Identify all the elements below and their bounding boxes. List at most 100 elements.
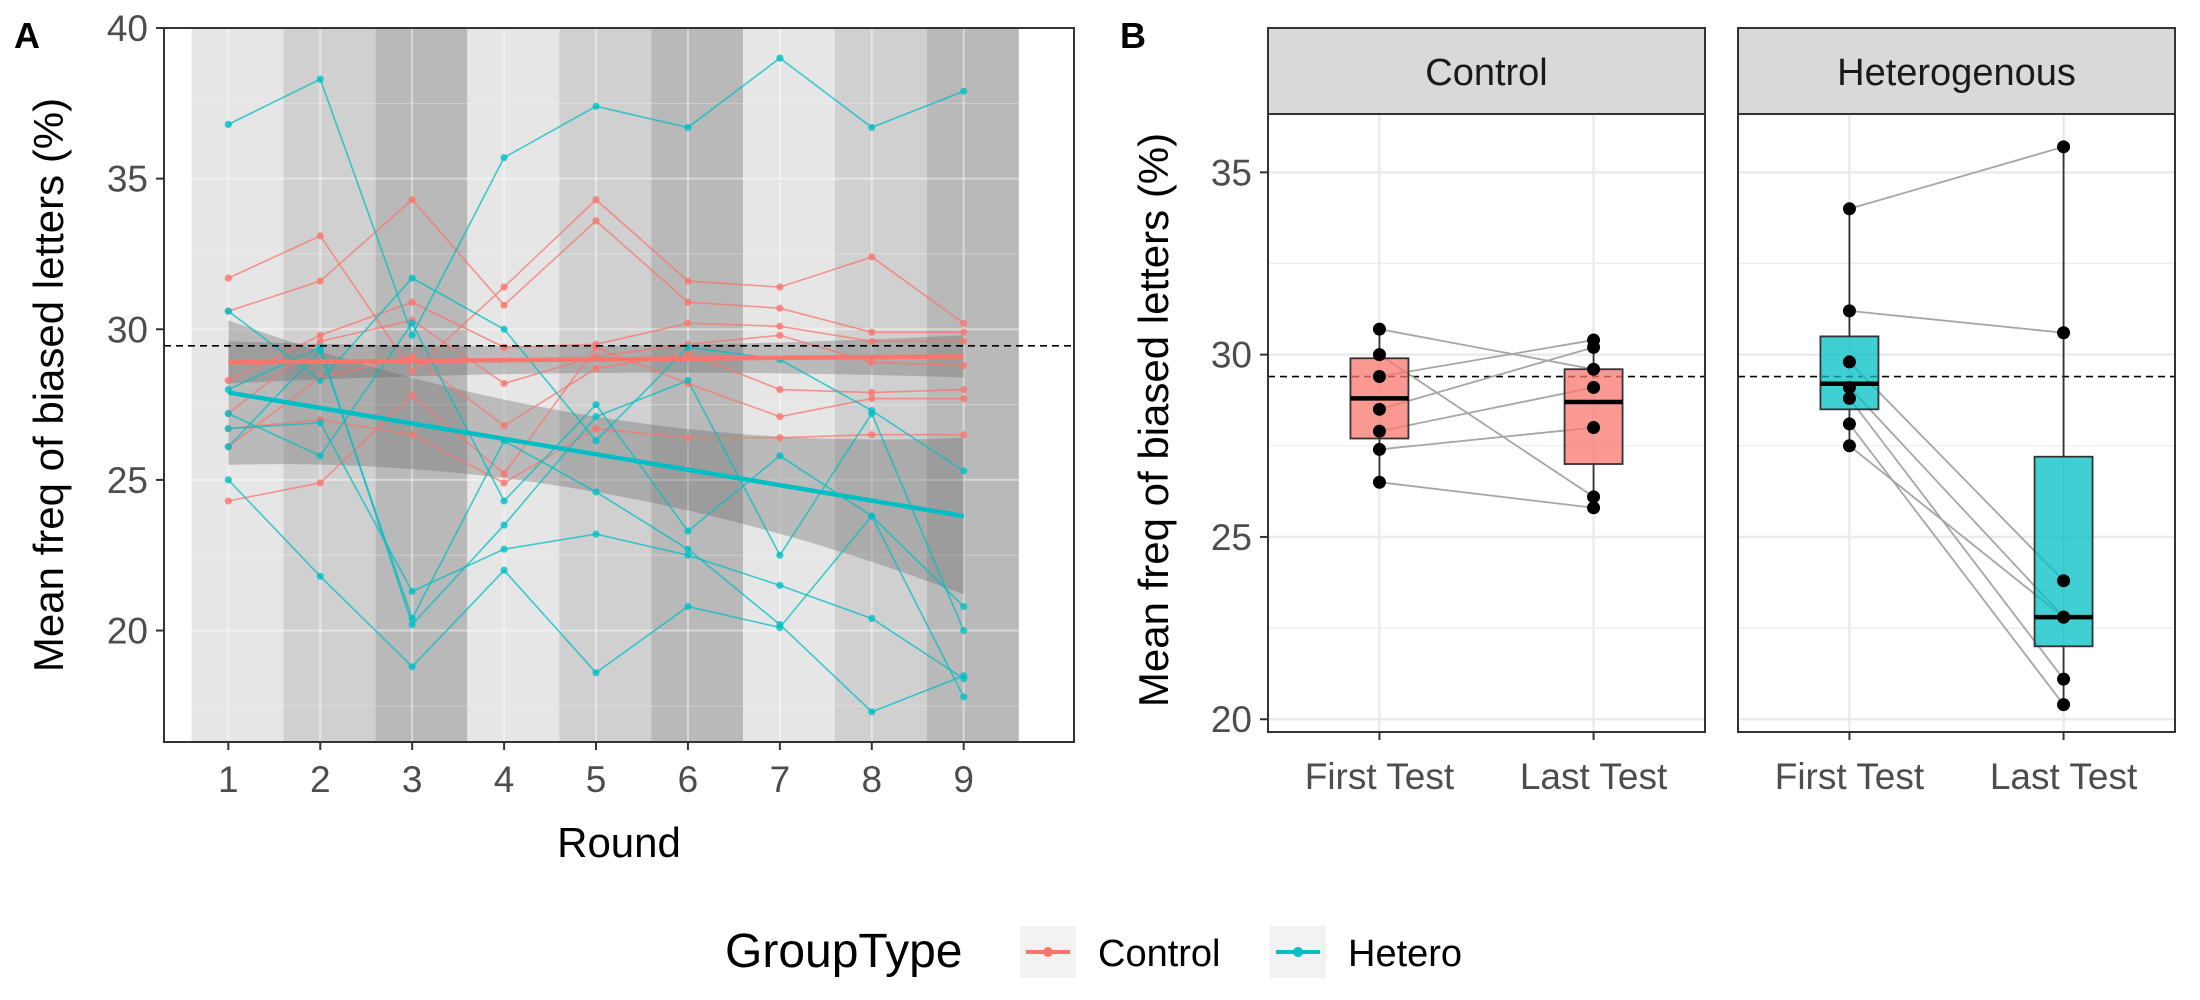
data-point-hetero: [868, 410, 876, 418]
pair-line-2: [1378, 353, 1595, 498]
data-point-hetero: [868, 708, 876, 716]
data-point-control: [500, 470, 508, 478]
data-point-hetero: [500, 325, 508, 333]
facet-control-pair-lines: [1378, 328, 1595, 509]
data-point-hetero: [224, 476, 232, 484]
legend-entry-control: Control: [1020, 926, 1221, 978]
legend-label-control: Control: [1098, 933, 1221, 975]
y-tick-label-25: 25: [107, 460, 148, 501]
panel-a-x-ticks: 1 2 3 4 5 6 7 8 9: [218, 742, 974, 800]
data-point-control: [960, 328, 968, 336]
data-point-hetero: [592, 488, 600, 496]
pair-line-6: [1379, 426, 1594, 451]
data-point-control: [316, 331, 324, 339]
pair-line-7: [1848, 445, 2065, 618]
data-point-control: [960, 431, 968, 439]
data-point-hetero: [592, 400, 600, 409]
panel-b-letter: B: [1120, 15, 1146, 56]
data-point-hetero: [960, 602, 968, 611]
data-point-hetero: [960, 467, 968, 475]
panel-a-letter: A: [14, 15, 40, 56]
pair-line-4: [1379, 346, 1594, 411]
point-first-test: [1842, 304, 1856, 318]
x-tick-label-first-test: First Test: [1775, 756, 1925, 797]
data-point-hetero: [592, 530, 600, 538]
data-point-hetero: [776, 623, 784, 632]
data-point-control: [868, 431, 876, 439]
point-last-test: [1587, 421, 1601, 435]
facet-heterogenous-pair-lines: [1848, 145, 2065, 706]
point-first-test: [1372, 424, 1386, 438]
y-tick-label-30: 30: [1211, 335, 1252, 376]
legend-key-hetero-dot: [1293, 947, 1303, 957]
pair-line-7: [1379, 481, 1594, 509]
point-last-test: [2057, 610, 2071, 624]
data-point-control: [500, 283, 508, 291]
data-point-hetero: [868, 614, 876, 623]
point-last-test: [2057, 672, 2071, 686]
data-point-control: [776, 322, 784, 330]
data-point-hetero: [408, 620, 416, 629]
data-point-control: [776, 434, 784, 442]
panel-b-y-ticks: 20 25 30 35: [1211, 152, 1268, 740]
data-point-control: [316, 337, 324, 345]
data-point-control: [960, 385, 968, 394]
data-point-hetero: [776, 551, 784, 559]
data-point-control: [500, 379, 508, 388]
facet-heterogenous-plot-area: [1738, 114, 2175, 732]
panel-b-y-axis-title: Mean freq of biased letters (%): [1130, 133, 1177, 707]
data-point-control: [500, 343, 508, 351]
data-point-control: [408, 431, 416, 439]
y-tick-label-40: 40: [107, 8, 148, 49]
facet-heterogenous-x-ticks: First Test Last Test: [1775, 732, 2138, 797]
facet-control-strip: [1267, 27, 1706, 115]
data-point-hetero: [684, 343, 692, 351]
data-point-control: [316, 232, 324, 240]
y-tick-label-25: 25: [1211, 517, 1252, 558]
data-point-control: [776, 331, 784, 339]
x-tick-label-8: 8: [861, 759, 882, 800]
data-point-control: [592, 196, 600, 204]
data-point-control: [316, 277, 324, 285]
point-first-test: [1372, 370, 1386, 384]
x-tick-label-last-test: Last Test: [1990, 756, 2138, 797]
panel-a-y-ticks: 20 25 30 35 40: [107, 8, 164, 652]
point-first-test: [1842, 417, 1856, 431]
round-band-8: [835, 28, 927, 742]
data-point-hetero: [776, 581, 784, 589]
data-point-control: [960, 361, 968, 370]
data-point-control: [224, 497, 232, 505]
point-first-test: [1842, 391, 1856, 405]
point-last-test: [2057, 574, 2071, 588]
round-band-7: [743, 28, 836, 742]
data-point-hetero: [224, 307, 232, 315]
data-point-hetero: [592, 102, 600, 110]
facet-heterogenous-title: Heterogenous: [1837, 52, 2076, 94]
data-point-control: [592, 217, 600, 225]
data-point-hetero: [592, 437, 600, 445]
data-point-control: [500, 479, 508, 487]
facet-heterogenous-border: [1737, 113, 2176, 733]
data-point-hetero: [684, 376, 692, 385]
trend-line-hetero: [227, 390, 965, 519]
data-point-hetero: [408, 319, 416, 327]
trend-line-control: [228, 354, 964, 365]
point-last-test: [1587, 340, 1601, 354]
legend-title: GroupType: [725, 925, 962, 978]
data-point-hetero: [684, 545, 692, 553]
legend: GroupType Control Hetero: [725, 925, 1462, 978]
panel-a-bands: [191, 28, 1019, 742]
data-point-hetero: [316, 343, 324, 351]
round-band-3: [375, 28, 468, 742]
point-last-test: [1587, 501, 1601, 515]
y-tick-label-20: 20: [1211, 699, 1252, 740]
point-first-test: [1372, 442, 1386, 456]
data-point-hetero: [316, 452, 324, 460]
data-point-hetero: [868, 123, 876, 132]
round-band-2: [283, 28, 376, 742]
pair-line-3: [1379, 339, 1594, 378]
data-point-control: [868, 394, 876, 403]
facet-control-x-ticks: First Test Last Test: [1305, 732, 1668, 797]
legend-entry-hetero: Hetero: [1270, 926, 1462, 978]
